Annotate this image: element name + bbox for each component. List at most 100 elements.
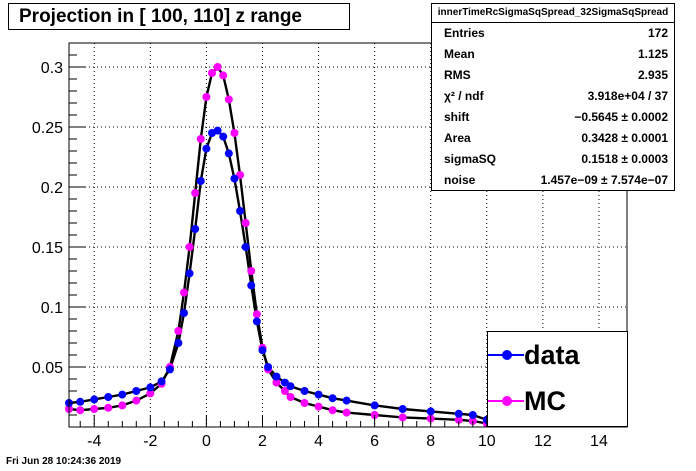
x-tick-label: -2: [143, 433, 157, 450]
stats-value: 1.457e−09 ± 7.574e−07: [540, 173, 668, 187]
data-point: [132, 396, 141, 405]
data-point: [146, 389, 155, 398]
stats-rows: Entries 172 Mean 1.125 RMS 2.935 χ² / ndf 3.918…: [432, 23, 674, 191]
data-point: [468, 411, 477, 419]
data-point: [213, 63, 222, 71]
data-points: [65, 63, 491, 428]
x-tick-label: 4: [314, 433, 323, 450]
legend-data-marker: [502, 350, 512, 360]
x-tick-label: 10: [478, 433, 496, 450]
data-point: [300, 399, 309, 407]
data-point: [179, 288, 188, 297]
legend-data-label: data: [524, 340, 580, 370]
data-point: [104, 393, 113, 401]
data-point: [202, 144, 211, 153]
data-point: [76, 397, 85, 406]
data-point: [241, 219, 250, 227]
data-point: [132, 387, 141, 395]
data-point: [272, 378, 281, 387]
data-point: [165, 365, 174, 374]
stats-value: 3.918e+04 / 37: [587, 89, 668, 103]
stats-value: 0.1518 ± 0.0003: [581, 152, 668, 166]
data-point: [286, 382, 295, 391]
fit-curve: [68, 65, 488, 425]
data-point: [174, 327, 183, 335]
data-point: [157, 377, 166, 386]
legend-item-mc: MC: [488, 378, 627, 424]
data-point: [224, 149, 233, 158]
data-point: [196, 135, 205, 143]
timestamp-footer: Fri Jun 28 10:24:36 2019: [6, 456, 122, 467]
y-tick-label: 0.3: [41, 60, 63, 77]
legend-mc-label: MC: [524, 386, 566, 416]
data-point: [328, 394, 337, 403]
x-tick-label: -4: [87, 433, 101, 450]
data-point: [213, 126, 222, 135]
data-point: [202, 93, 211, 101]
y-tick-label: 0.25: [32, 120, 63, 137]
data-point: [118, 390, 127, 399]
stats-row: sigmaSQ 0.1518 ± 0.0003: [432, 149, 674, 170]
data-point: [90, 405, 99, 413]
data-point: [328, 406, 337, 415]
data-point: [230, 129, 239, 137]
axes: -4 -2 0 2 4 6 8 10 12 14 0.05 0.1 0.15 0.2 0.25 0.3: [32, 54, 614, 450]
x-tick-label: 8: [426, 433, 435, 450]
y-tick-label: 0.2: [41, 180, 63, 197]
legend: data MC: [487, 331, 628, 427]
data-point: [90, 395, 99, 404]
stats-label: sigmaSQ: [444, 152, 497, 166]
data-point: [219, 132, 228, 141]
data-point: [191, 225, 200, 233]
stats-label: noise: [444, 173, 476, 187]
data-point: [179, 309, 188, 317]
stats-row: Mean 1.125: [432, 44, 674, 65]
data-point: [280, 387, 289, 395]
data-point: [342, 408, 351, 417]
stats-row: shift −0.5645 ± 0.0002: [432, 107, 674, 128]
data-point: [224, 95, 233, 104]
stats-label: Area: [444, 131, 471, 145]
stats-label: shift: [444, 110, 470, 124]
fit-curves: [68, 65, 488, 425]
stats-label: Mean: [444, 47, 475, 61]
stats-label: Entries: [444, 26, 485, 40]
data-point: [196, 177, 205, 185]
data-point: [191, 189, 200, 197]
data-point: [247, 267, 256, 275]
data-point: [454, 409, 463, 418]
stats-value: 1.125: [637, 47, 668, 61]
data-point: [300, 387, 309, 395]
data-point: [342, 396, 351, 405]
stats-value: 2.935: [637, 68, 668, 82]
data-point: [236, 207, 245, 215]
stats-value: −0.5645 ± 0.0002: [574, 110, 668, 124]
data-point: [398, 405, 407, 413]
data-point: [426, 407, 435, 416]
data-point: [146, 383, 155, 392]
x-tick-label: 6: [370, 433, 379, 450]
data-point: [247, 281, 256, 290]
data-point: [174, 339, 183, 347]
x-tick-label: 12: [534, 433, 552, 450]
stats-box: innerTimeRcSigmaSqSpread_32SigmaSqSpread…: [431, 3, 675, 191]
stats-row: noise 1.457e−09 ± 7.574e−07: [432, 170, 674, 191]
data-point: [118, 401, 127, 410]
data-point: [185, 243, 194, 251]
data-point: [230, 174, 239, 183]
data-point: [398, 413, 407, 422]
stats-value: 172: [647, 26, 668, 40]
x-tick-label: 2: [258, 433, 267, 450]
data-point: [314, 402, 323, 411]
plot-title: Projection in [ 100, 110] z range: [8, 3, 350, 30]
data-point: [258, 346, 267, 355]
data-point: [264, 363, 273, 371]
data-point: [219, 71, 228, 80]
data-point: [76, 406, 85, 415]
data-point: [208, 69, 217, 77]
data-point: [286, 393, 295, 401]
data-point: [370, 401, 379, 410]
stats-label: RMS: [444, 68, 471, 82]
data-point: [454, 415, 463, 424]
stats-value: 0.3428 ± 0.0001: [581, 131, 668, 145]
